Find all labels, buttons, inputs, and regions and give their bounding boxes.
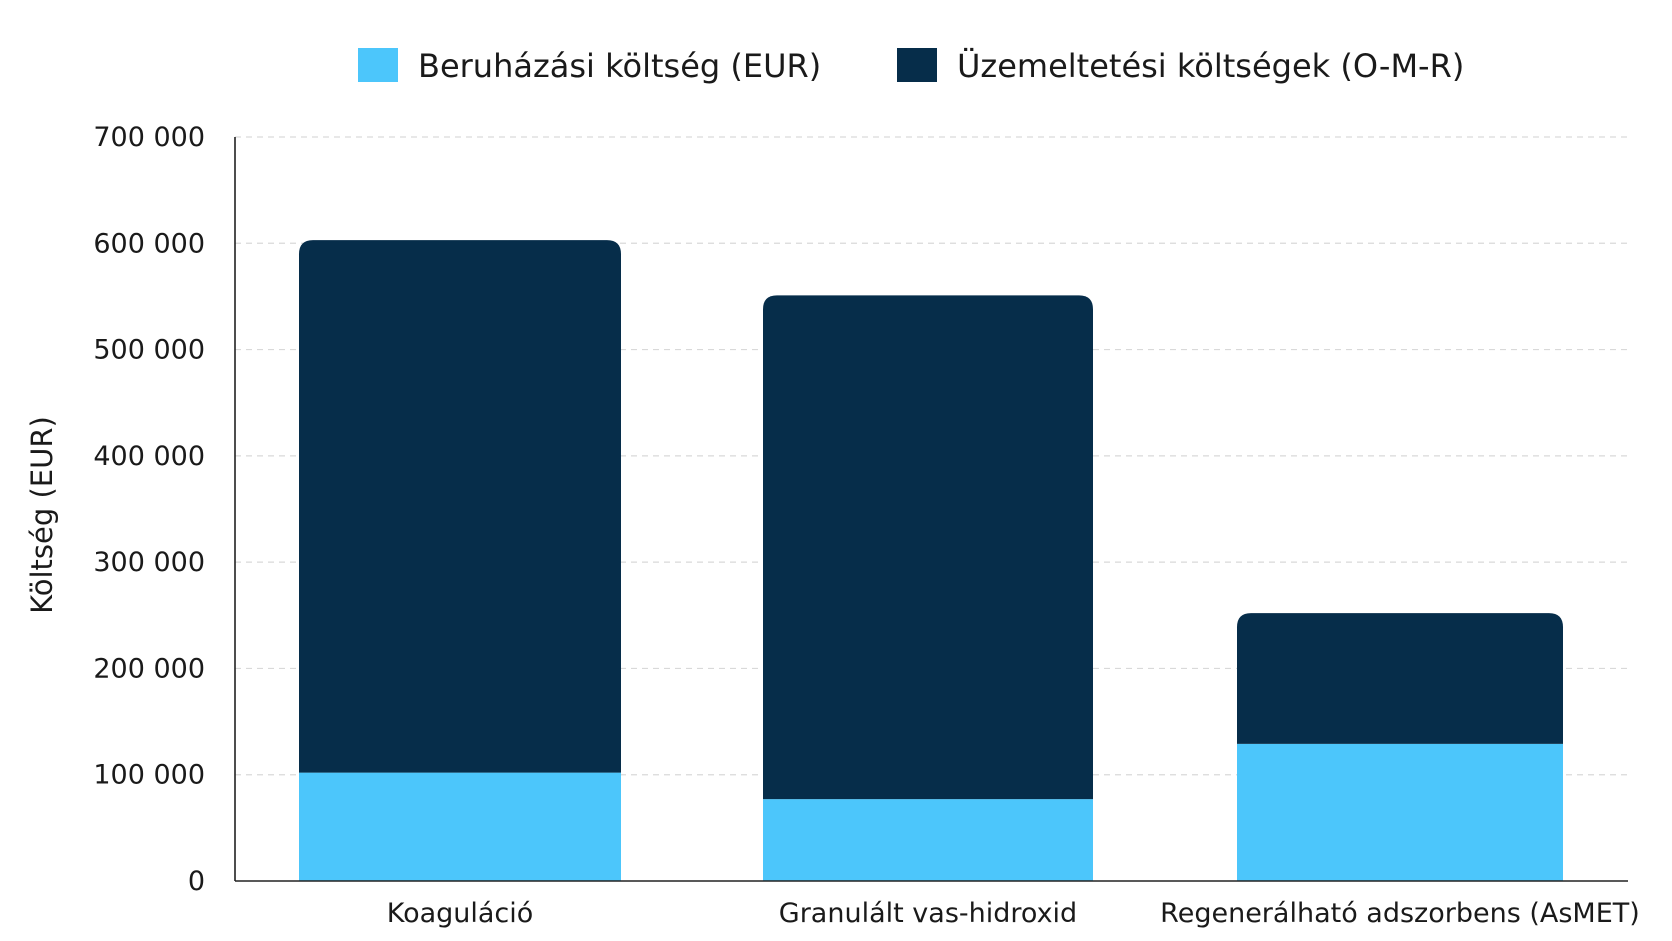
y-tick-label: 500 000 <box>93 335 205 366</box>
x-category-label: Granulált vas-hidroxid <box>779 898 1077 929</box>
y-tick-label: 300 000 <box>93 547 205 578</box>
bar-segment-opex-3 <box>1237 613 1563 744</box>
axes <box>234 137 1628 882</box>
x-category-labels: Koaguláció Granulált vas-hidroxid Regenerá… <box>387 898 1640 929</box>
legend-label-2: Üzemeltetési költségek (O-M-R) <box>957 47 1464 85</box>
legend-swatch-1 <box>358 48 398 82</box>
bar-segment-opex-1 <box>299 240 621 773</box>
y-tick-label: 400 000 <box>93 441 205 472</box>
x-category-label: Koaguláció <box>387 898 534 929</box>
legend-label-1: Beruházási költség (EUR) <box>418 47 821 85</box>
legend: Beruházási költség (EUR) Üzemeltetési köl… <box>358 47 1464 85</box>
y-axis-title: Költség (EUR) <box>25 416 59 614</box>
y-tick-label: 200 000 <box>93 653 205 684</box>
y-tick-label: 600 000 <box>93 228 205 259</box>
bar-segment-capex-1 <box>299 772 621 881</box>
bar-segment-capex-3 <box>1237 743 1563 881</box>
legend-swatch-2 <box>897 48 937 82</box>
bar-segment-opex-2 <box>763 295 1093 800</box>
bars <box>299 240 1563 881</box>
y-tick-label: 0 <box>188 866 205 897</box>
bar-segment-capex-2 <box>763 799 1093 881</box>
y-tick-label: 700 000 <box>93 122 205 153</box>
y-tick-label: 100 000 <box>93 760 205 791</box>
y-tick-labels: 0 100 000 200 000 300 000 400 000 500 000 600 … <box>93 122 205 897</box>
x-category-label: Regenerálható adszorbens (AsMET) <box>1160 898 1640 929</box>
